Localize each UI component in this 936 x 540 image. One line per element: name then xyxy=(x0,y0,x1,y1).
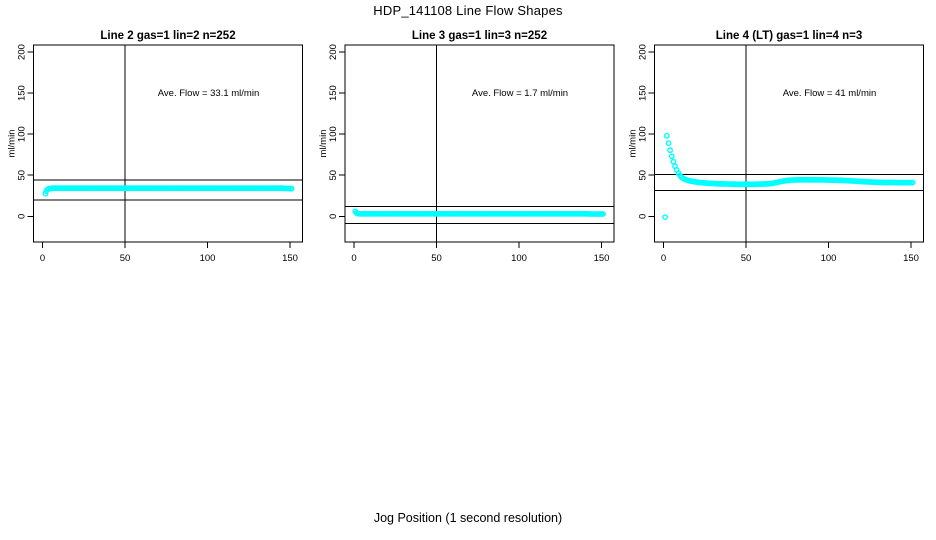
flow-data-point xyxy=(600,211,606,217)
panel-2: Line 3 gas=1 lin=3 n=252 0 50 100 150 0 50 100 1… xyxy=(318,30,615,264)
plot-box xyxy=(653,44,925,243)
x-tick-label: 50 xyxy=(741,253,752,264)
x-tick-label: 50 xyxy=(431,253,442,264)
x-tick-label: 100 xyxy=(200,253,216,264)
panel-title: Line 3 gas=1 lin=3 n=252 xyxy=(412,30,547,42)
y-axis-title: ml/min xyxy=(7,130,18,158)
flow-data-point xyxy=(42,190,49,197)
plot-box xyxy=(344,44,615,243)
main-title: HDP_141108 Line Flow Shapes xyxy=(373,3,563,18)
y-axis-title: ml/min xyxy=(318,130,329,158)
y-tick-label: 50 xyxy=(328,170,339,181)
ave-flow-annotation: Ave. Flow = 33.1 ml/min xyxy=(158,88,259,99)
flow-data-point xyxy=(663,132,670,139)
flow-data-point xyxy=(909,179,916,186)
panel-3: Line 4 (LT) gas=1 lin=4 n=3 0 50 100 150 0 50 1… xyxy=(628,30,925,264)
y-tick-label: 0 xyxy=(328,214,339,219)
x-tick-label: 0 xyxy=(40,253,45,264)
x-tick-label: 100 xyxy=(511,253,527,264)
panel-title: Line 2 gas=1 lin=2 n=252 xyxy=(100,30,235,42)
y-tick-label: 200 xyxy=(638,44,649,60)
y-tick-label: 0 xyxy=(17,214,28,219)
y-tick-label: 150 xyxy=(328,85,339,101)
y-tick-label: 200 xyxy=(17,44,28,60)
y-tick-label: 200 xyxy=(328,44,339,60)
y-tick-label: 0 xyxy=(638,214,649,219)
y-tick-label: 100 xyxy=(638,126,649,142)
y-tick-label: 150 xyxy=(638,85,649,101)
y-tick-label: 50 xyxy=(638,170,649,181)
x-tick-label: 150 xyxy=(282,253,298,264)
x-tick-label: 0 xyxy=(351,253,356,264)
flow-data-point xyxy=(667,147,673,154)
ave-flow-annotation: Ave. Flow = 41 ml/min xyxy=(783,88,877,99)
x-tick-label: 150 xyxy=(594,253,610,264)
flow-data-point xyxy=(665,140,672,147)
x-tick-label: 50 xyxy=(120,253,131,264)
y-axis-title: ml/min xyxy=(628,130,639,158)
x-tick-label: 150 xyxy=(903,253,919,264)
x-tick-label: 100 xyxy=(821,253,837,264)
y-tick-label: 100 xyxy=(17,126,28,142)
flow-data-point xyxy=(662,214,668,221)
panel-1: Line 2 gas=1 lin=2 n=252 0 50 100 150 0 50 100 1… xyxy=(7,30,304,264)
flow-data-point xyxy=(670,158,677,165)
ave-flow-annotation: Ave. Flow = 1.7 ml/min xyxy=(472,88,568,99)
y-tick-label: 100 xyxy=(328,126,339,142)
x-tick-label: 0 xyxy=(661,253,666,264)
flow-data-point xyxy=(288,185,295,192)
y-tick-label: 50 xyxy=(17,170,28,181)
panel-title: Line 4 (LT) gas=1 lin=4 n=3 xyxy=(716,30,862,42)
plot-box xyxy=(32,44,304,243)
flow-data-point xyxy=(668,153,675,160)
x-axis-title: Jog Position (1 second resolution) xyxy=(373,511,563,525)
y-tick-label: 150 xyxy=(17,85,28,101)
